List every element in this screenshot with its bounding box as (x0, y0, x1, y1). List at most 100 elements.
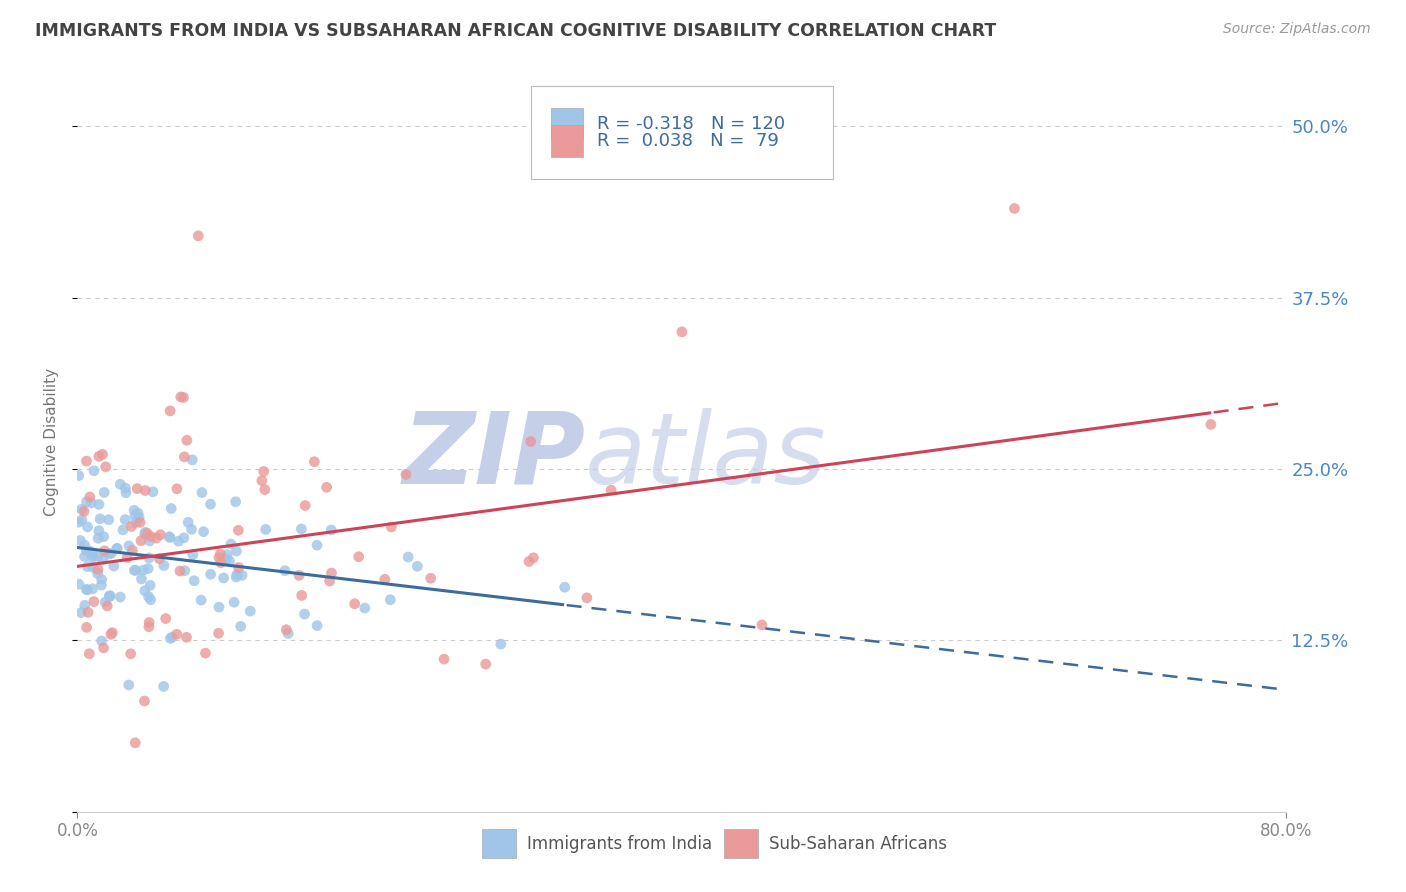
Point (305, 538, 328, 552)
Point (100, 546, 122, 560)
Point (124, 736, 146, 750)
Point (93, 544, 115, 558)
Point (67, 515, 90, 529)
Point (228, 523, 250, 537)
Point (98, 589, 121, 603)
Point (419, 571, 441, 585)
Point (159, 632, 181, 646)
Point (118, 678, 141, 692)
Point (219, 537, 242, 551)
Point (111, 523, 134, 537)
Point (315, 480, 337, 494)
Point (231, 568, 253, 582)
Point (138, 620, 160, 634)
Point (321, 566, 343, 580)
Point (209, 547, 232, 561)
Point (433, 652, 456, 666)
Point (181, 548, 204, 562)
Point (1199, 417, 1222, 432)
Point (138, 550, 160, 565)
Point (94, 459, 117, 474)
Point (396, 549, 419, 564)
Point (127, 482, 149, 496)
Point (380, 592, 402, 607)
Point (321, 523, 343, 537)
Text: Source: ZipAtlas.com: Source: ZipAtlas.com (1223, 22, 1371, 37)
Point (138, 590, 160, 604)
Point (101, 625, 124, 640)
Point (160, 630, 183, 644)
Point (134, 694, 156, 708)
Point (87, 497, 110, 511)
Point (250, 474, 273, 488)
Point (67, 468, 90, 483)
Text: Immigrants from India: Immigrants from India (527, 835, 713, 854)
Point (159, 404, 181, 418)
Point (124, 508, 146, 523)
Point (166, 627, 188, 641)
Point (70, 513, 93, 527)
Point (125, 516, 148, 530)
Point (374, 572, 396, 586)
Point (600, 483, 623, 497)
Text: IMMIGRANTS FROM INDIA VS SUBSAHARAN AFRICAN COGNITIVE DISABILITY CORRELATION CHA: IMMIGRANTS FROM INDIA VS SUBSAHARAN AFRI… (35, 22, 997, 40)
Point (253, 483, 276, 497)
Point (82, 550, 104, 565)
Point (93, 485, 115, 500)
Point (87, 524, 110, 538)
Point (343, 597, 366, 611)
Point (193, 524, 215, 539)
Point (170, 390, 193, 404)
Point (134, 583, 156, 598)
Point (67, 577, 90, 591)
Point (79, 490, 101, 504)
Point (291, 589, 314, 603)
Point (138, 615, 160, 630)
Point (82, 549, 104, 563)
Bar (482, 830, 516, 857)
Point (215, 548, 238, 562)
Point (169, 564, 191, 578)
Point (83, 594, 105, 608)
Point (110, 477, 132, 491)
Point (288, 568, 311, 582)
Point (177, 516, 200, 530)
Point (194, 646, 217, 660)
Point (82, 582, 104, 596)
Point (228, 560, 250, 574)
FancyBboxPatch shape (531, 87, 832, 178)
Point (149, 527, 172, 541)
Point (395, 467, 418, 482)
Point (152, 680, 174, 694)
Point (176, 434, 198, 448)
Point (489, 637, 512, 651)
Point (98, 590, 121, 604)
Point (225, 544, 247, 558)
Point (136, 526, 159, 541)
Point (212, 571, 235, 585)
Point (166, 482, 188, 496)
Point (129, 533, 152, 548)
Point (274, 564, 297, 578)
Point (131, 572, 153, 586)
Point (79, 647, 101, 661)
Point (517, 554, 540, 568)
Point (89, 512, 111, 526)
Point (276, 623, 298, 637)
Point (97, 513, 120, 527)
Point (138, 533, 160, 548)
Point (347, 549, 370, 564)
Point (76, 620, 98, 634)
Point (96, 599, 118, 613)
Point (91, 447, 114, 461)
Point (76, 454, 98, 468)
Point (224, 595, 246, 609)
Point (75, 543, 97, 558)
Point (121, 543, 143, 558)
Point (159, 531, 181, 545)
Point (122, 503, 145, 517)
Point (253, 465, 276, 479)
Point (76, 559, 98, 574)
Point (122, 563, 145, 577)
Point (225, 495, 247, 509)
